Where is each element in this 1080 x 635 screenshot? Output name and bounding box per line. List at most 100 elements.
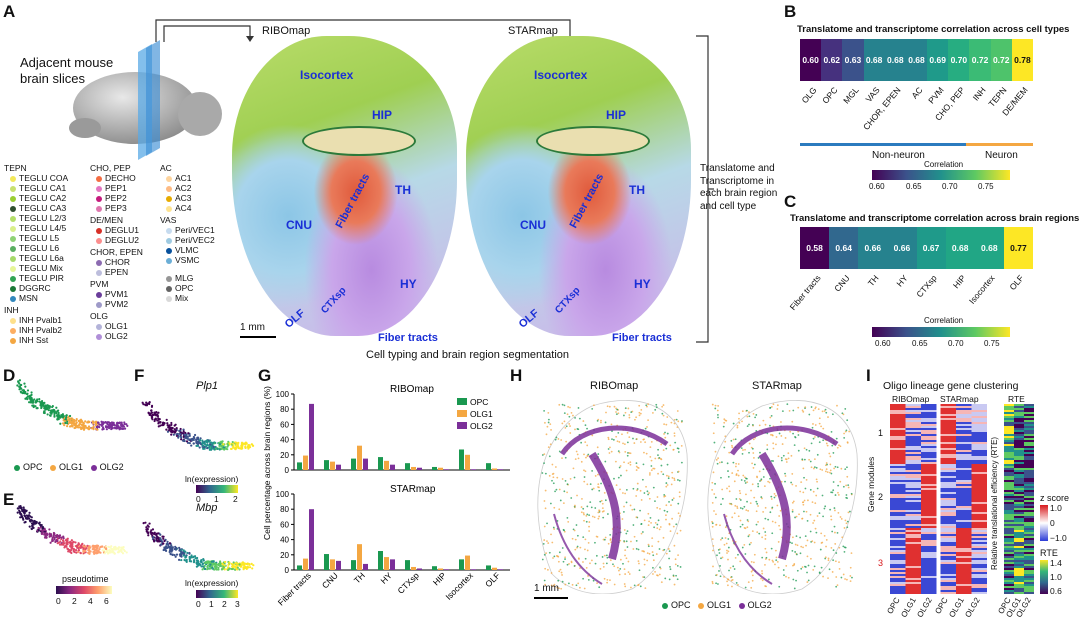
oligo-cell-dot bbox=[639, 412, 642, 415]
oligo-cell-dot bbox=[667, 475, 670, 478]
bar bbox=[498, 469, 503, 470]
slice-plane-2 bbox=[146, 40, 160, 156]
zscore-cell bbox=[956, 530, 972, 532]
umap-cell-dot bbox=[64, 418, 68, 421]
oligo-cell-dot bbox=[813, 467, 815, 470]
pseudotime-label: pseudotime bbox=[62, 574, 109, 584]
zscore-cell bbox=[956, 440, 972, 442]
oligo-cell-dot bbox=[640, 522, 643, 525]
oligo-cell-dot bbox=[668, 550, 671, 553]
oligo-cell-dot bbox=[597, 517, 600, 520]
umap-cell-dot bbox=[196, 436, 199, 439]
zscore-cell bbox=[905, 484, 921, 486]
zscore-cell bbox=[940, 452, 956, 454]
legend-item: DECHO bbox=[96, 173, 136, 183]
zscore-cell bbox=[921, 408, 937, 410]
bar bbox=[303, 558, 308, 570]
oligo-cell-dot bbox=[791, 420, 794, 423]
umap-cell-dot bbox=[70, 420, 73, 423]
umap-cell-dot bbox=[195, 438, 198, 441]
oligo-cell-dot bbox=[843, 550, 846, 553]
rte-cell bbox=[1004, 582, 1014, 584]
region-label: Isocortex bbox=[300, 68, 354, 82]
oligo-cell-dot bbox=[739, 492, 742, 495]
oligo-cell-dot bbox=[643, 550, 645, 553]
umap-cell-dot bbox=[155, 411, 158, 414]
oligo-cell-dot bbox=[831, 444, 834, 447]
oligo-cell-dot bbox=[774, 549, 777, 552]
oligo-cell-dot bbox=[727, 578, 730, 581]
oligo-cell-dot bbox=[623, 443, 626, 446]
umap-cell-dot bbox=[23, 382, 26, 385]
oligo-cell-dot bbox=[584, 548, 586, 551]
oligo-cell-dot bbox=[618, 441, 621, 443]
oligo-cell-dot bbox=[606, 581, 609, 584]
oligo-cell-dot bbox=[560, 571, 563, 574]
rte-cell bbox=[1024, 532, 1034, 534]
oligo-cell-dot bbox=[748, 411, 750, 414]
heatmap-cell: 0.66 bbox=[858, 227, 888, 269]
legend-label: DECHO bbox=[105, 173, 136, 183]
oligo-cell-dot bbox=[753, 457, 755, 459]
oligo-cell-dot bbox=[680, 461, 683, 464]
region-label: Isocortex bbox=[534, 68, 588, 82]
zscore-cell bbox=[971, 522, 987, 524]
oligo-cell-dot bbox=[597, 473, 599, 476]
umap-e bbox=[16, 505, 128, 555]
rte-cell bbox=[1014, 436, 1024, 438]
oligo-cell-dot bbox=[788, 409, 791, 412]
zscore-cell bbox=[890, 440, 906, 442]
umap-cell-dot bbox=[40, 529, 43, 532]
zscore-cell bbox=[940, 430, 956, 432]
legend-label: OLG2 bbox=[105, 331, 128, 341]
rte-cell bbox=[1024, 508, 1034, 510]
umap-cell-dot bbox=[228, 561, 231, 564]
zscore-cell bbox=[940, 488, 956, 490]
umap-cell-dot bbox=[192, 555, 195, 558]
oligo-cell-dot bbox=[649, 516, 652, 519]
oligo-cell-dot bbox=[591, 434, 594, 437]
rte-cell bbox=[1014, 492, 1024, 494]
legend-label: CHOR bbox=[105, 257, 131, 267]
oligo-cell-dot bbox=[670, 504, 672, 507]
oligo-cell-dot bbox=[628, 436, 631, 439]
legend-item: TEGLU CA3 bbox=[10, 203, 66, 213]
zscore-cell bbox=[971, 508, 987, 510]
oligo-cell-dot bbox=[652, 486, 655, 489]
legend-group-title: PVM bbox=[90, 279, 109, 289]
zscore-cell bbox=[905, 568, 921, 570]
zscore-cell bbox=[890, 548, 906, 550]
oligo-cell-dot bbox=[794, 516, 796, 519]
rte-cell bbox=[1014, 474, 1024, 476]
umap-cell-dot bbox=[100, 423, 103, 426]
oligo-cell-dot bbox=[847, 486, 850, 489]
zscore-cell bbox=[940, 434, 956, 436]
umap-cell-dot bbox=[23, 512, 26, 515]
rte-cell bbox=[1004, 518, 1014, 520]
zscore-cell bbox=[890, 576, 906, 578]
umap-cell-dot bbox=[213, 568, 216, 571]
legend-item: PVM1 bbox=[96, 289, 128, 299]
zscore-cell bbox=[921, 576, 937, 578]
zscore-cell bbox=[890, 422, 906, 424]
umap-cell-dot bbox=[234, 448, 237, 451]
oligo-cell-dot bbox=[669, 530, 672, 533]
umap-cell-dot bbox=[110, 421, 114, 424]
rte-cell bbox=[1024, 552, 1034, 554]
zscore-cell bbox=[940, 526, 956, 528]
legend-dot bbox=[96, 237, 102, 244]
rte-cell bbox=[1024, 498, 1034, 500]
oligo-cell-dot bbox=[813, 565, 816, 568]
umap-cell-dot bbox=[87, 427, 91, 430]
scale-label-h: 1 mm bbox=[534, 583, 559, 594]
rte-cell bbox=[1014, 428, 1024, 430]
oligo-cell-dot bbox=[826, 471, 829, 474]
umap-cell-dot bbox=[48, 528, 51, 531]
umap-cell-dot bbox=[204, 445, 208, 448]
oligo-cell-dot bbox=[802, 503, 805, 506]
oligo-cell-dot bbox=[838, 561, 840, 564]
zscore-cell bbox=[890, 404, 906, 406]
umap-cell-dot bbox=[72, 420, 75, 423]
zscore-cell bbox=[956, 588, 972, 590]
umap-cell-dot bbox=[32, 522, 36, 525]
